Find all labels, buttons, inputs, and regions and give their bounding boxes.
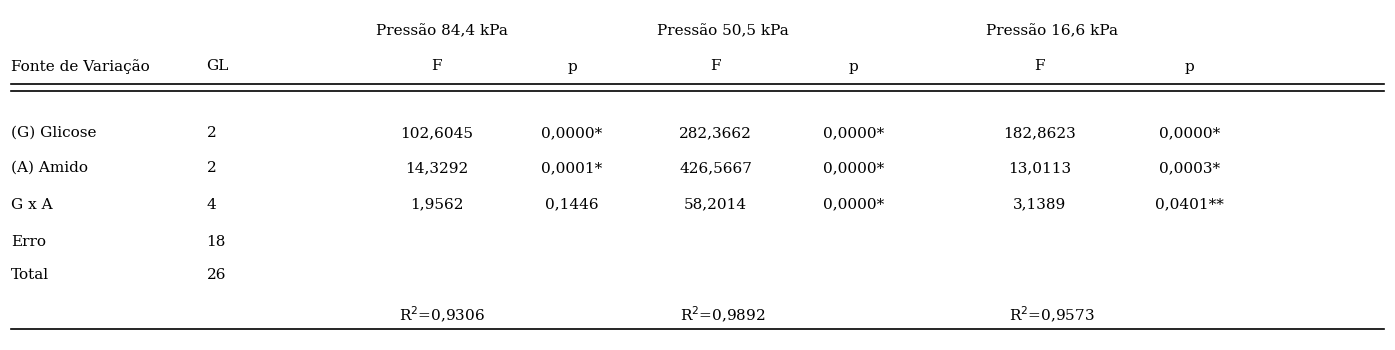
Text: GL: GL xyxy=(206,60,229,74)
Text: Pressão 16,6 kPa: Pressão 16,6 kPa xyxy=(986,25,1117,38)
Text: 0,0000*: 0,0000* xyxy=(823,198,884,212)
Text: p: p xyxy=(850,60,858,74)
Text: Total: Total xyxy=(11,268,49,282)
Text: 0,0000*: 0,0000* xyxy=(541,126,603,140)
Text: 102,6045: 102,6045 xyxy=(400,126,473,140)
Text: 182,8623: 182,8623 xyxy=(1003,126,1076,140)
Text: 26: 26 xyxy=(206,268,226,282)
Text: p: p xyxy=(568,60,576,74)
Text: (A) Amido: (A) Amido xyxy=(11,161,88,175)
Text: 2: 2 xyxy=(206,126,216,140)
Text: 1,9562: 1,9562 xyxy=(410,198,463,212)
Text: 0,0001*: 0,0001* xyxy=(541,161,603,175)
Text: R$^2$=0,9306: R$^2$=0,9306 xyxy=(399,305,485,325)
Text: 0,1446: 0,1446 xyxy=(545,198,598,212)
Text: Fonte de Variação: Fonte de Variação xyxy=(11,59,149,74)
Text: 18: 18 xyxy=(206,234,226,248)
Text: F: F xyxy=(710,60,721,74)
Text: 58,2014: 58,2014 xyxy=(684,198,748,212)
Text: 4: 4 xyxy=(206,198,216,212)
Text: 0,0000*: 0,0000* xyxy=(823,126,884,140)
Text: 14,3292: 14,3292 xyxy=(405,161,469,175)
Text: Pressão 50,5 kPa: Pressão 50,5 kPa xyxy=(657,25,788,38)
Text: 282,3662: 282,3662 xyxy=(679,126,752,140)
Text: 0,0401**: 0,0401** xyxy=(1155,198,1225,212)
Text: Erro: Erro xyxy=(11,234,46,248)
Text: 0,0003*: 0,0003* xyxy=(1159,161,1221,175)
Text: (G) Glicose: (G) Glicose xyxy=(11,126,96,140)
Text: G x A: G x A xyxy=(11,198,53,212)
Text: F: F xyxy=(431,60,442,74)
Text: Pressão 84,4 kPa: Pressão 84,4 kPa xyxy=(377,25,508,38)
Text: 426,5667: 426,5667 xyxy=(679,161,752,175)
Text: F: F xyxy=(1034,60,1045,74)
Text: 3,1389: 3,1389 xyxy=(1013,198,1066,212)
Text: 2: 2 xyxy=(206,161,216,175)
Text: 13,0113: 13,0113 xyxy=(1007,161,1071,175)
Text: p: p xyxy=(1186,60,1194,74)
Text: R$^2$=0,9892: R$^2$=0,9892 xyxy=(679,305,766,325)
Text: 0,0000*: 0,0000* xyxy=(1159,126,1221,140)
Text: 0,0000*: 0,0000* xyxy=(823,161,884,175)
Text: R$^2$=0,9573: R$^2$=0,9573 xyxy=(1009,305,1095,325)
